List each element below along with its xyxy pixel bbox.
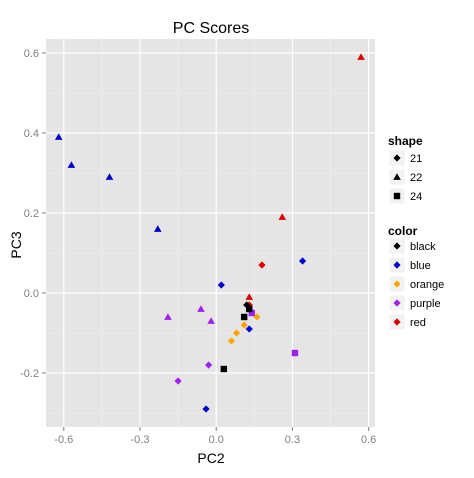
data-point bbox=[245, 325, 253, 333]
data-point bbox=[248, 309, 255, 317]
color-legend: color black blue orange purple red bbox=[388, 224, 444, 331]
legend-color-swatch-icon bbox=[393, 318, 401, 326]
y-tick-label: -0.2 bbox=[20, 368, 39, 380]
data-point bbox=[357, 53, 365, 60]
grid-layer bbox=[46, 39, 375, 427]
color-legend-label: orange bbox=[410, 279, 444, 291]
x-tick-label: 0.3 bbox=[285, 434, 300, 446]
color-legend-label: purple bbox=[410, 298, 441, 310]
data-point bbox=[217, 281, 225, 289]
data-point bbox=[204, 361, 213, 369]
legend-color-swatch-icon bbox=[393, 242, 401, 250]
data-point bbox=[245, 293, 254, 300]
y-tick-label: 0.2 bbox=[24, 208, 39, 220]
x-tick-label: -0.3 bbox=[131, 434, 150, 446]
shape-legend-label: 22 bbox=[410, 172, 422, 184]
data-point bbox=[54, 133, 63, 140]
data-point bbox=[67, 161, 76, 168]
y-tick-label: 0.6 bbox=[24, 48, 39, 60]
tick-layer: -0.6 -0.3 0.0 0.3 0.6 -0.2 0.0 0.2 0.4 0.6 bbox=[20, 48, 376, 446]
data-point bbox=[202, 405, 210, 413]
color-legend-items: black blue orange purple red bbox=[388, 237, 444, 331]
x-tick-label: 0.6 bbox=[361, 434, 376, 446]
legend-color-swatch-icon bbox=[393, 299, 401, 307]
data-point bbox=[207, 317, 215, 324]
legend-shape-square-icon bbox=[393, 192, 401, 200]
legend-shape-diamond-icon bbox=[393, 154, 401, 162]
points-layer bbox=[54, 53, 365, 413]
chart-title: PC Scores bbox=[173, 20, 249, 37]
data-point bbox=[174, 377, 182, 385]
y-tick-label: 0.4 bbox=[24, 128, 39, 140]
data-point bbox=[164, 313, 172, 320]
shape-legend: shape 21 22 24 bbox=[388, 134, 423, 205]
color-legend-label: blue bbox=[410, 260, 431, 272]
shape-legend-title: shape bbox=[388, 134, 423, 148]
data-point bbox=[153, 225, 162, 232]
color-legend-label: black bbox=[410, 241, 436, 253]
plot-panel bbox=[46, 39, 375, 427]
y-axis-label: PC3 bbox=[8, 231, 24, 258]
x-axis-label: PC2 bbox=[197, 450, 224, 466]
data-point bbox=[258, 261, 266, 269]
x-tick-label: 0.0 bbox=[209, 434, 224, 446]
data-point bbox=[105, 173, 114, 180]
data-point bbox=[246, 305, 253, 313]
legend-color-swatch-icon bbox=[393, 261, 401, 269]
data-point bbox=[298, 257, 307, 265]
data-point bbox=[220, 365, 228, 373]
data-point bbox=[253, 313, 261, 321]
data-point bbox=[240, 313, 248, 321]
data-point bbox=[291, 349, 299, 357]
color-legend-label: red bbox=[410, 317, 426, 329]
data-point bbox=[240, 321, 248, 329]
shape-legend-label: 24 bbox=[410, 191, 422, 203]
shape-legend-label: 21 bbox=[410, 153, 422, 165]
legend-shape-triangle-icon bbox=[393, 173, 401, 180]
data-point bbox=[232, 329, 241, 337]
legend-color-swatch-icon bbox=[393, 280, 401, 288]
data-point bbox=[227, 337, 236, 345]
data-point bbox=[278, 213, 287, 220]
y-tick-label: 0.0 bbox=[24, 288, 39, 300]
color-legend-title: color bbox=[388, 224, 418, 238]
x-tick-label: -0.6 bbox=[54, 434, 73, 446]
shape-legend-items: 21 22 24 bbox=[388, 149, 422, 205]
data-point bbox=[197, 305, 205, 312]
